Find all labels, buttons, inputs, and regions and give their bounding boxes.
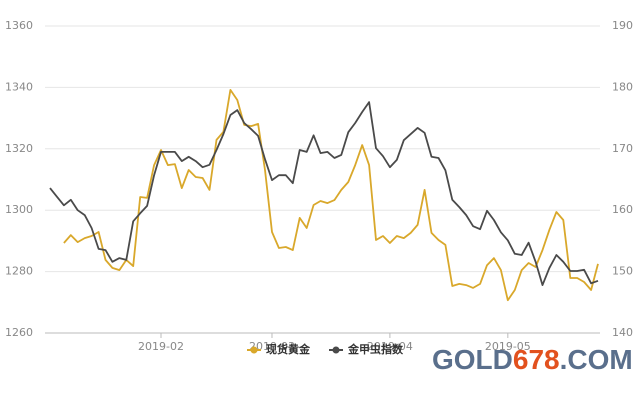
watermark: GOLD678.COM: [432, 344, 633, 375]
series-line: [63, 89, 599, 302]
x-tick-label: 2019-04: [367, 340, 413, 353]
y-tick-label: 1300: [5, 203, 33, 216]
series-line: [49, 101, 599, 286]
legend-label: 金甲虫指数: [347, 342, 404, 356]
y-tick-label: 1360: [5, 19, 33, 32]
y2-tick-label: 180: [612, 80, 633, 93]
y-tick-label: 1260: [5, 326, 33, 339]
x-tick-label: 2019-02: [138, 340, 184, 353]
legend: 现货黄金 金甲虫指数: [247, 342, 404, 356]
watermark-part: GOLD: [432, 344, 513, 375]
y2-tick-label: 160: [612, 203, 633, 216]
x-tick-label: 2019-05: [485, 340, 531, 353]
watermark-part: 678: [513, 344, 560, 375]
y-tick-label: 1320: [5, 142, 33, 155]
y2-tick-label: 150: [612, 265, 633, 278]
watermark-part: .COM: [560, 344, 633, 375]
plot: 1260 1280 1300 1320 1340 1360 140 150 160 170 180 1…: [5, 19, 633, 356]
y2-tick-label: 140: [612, 326, 633, 339]
y-tick-label: 1340: [5, 80, 33, 93]
y2-tick-label: 190: [612, 19, 633, 32]
legend-label: 现货黄金: [266, 342, 311, 356]
legend-marker: [250, 346, 258, 354]
y2-tick-label: 170: [612, 142, 633, 155]
y-tick-label: 1280: [5, 265, 33, 278]
legend-marker: [332, 346, 340, 354]
